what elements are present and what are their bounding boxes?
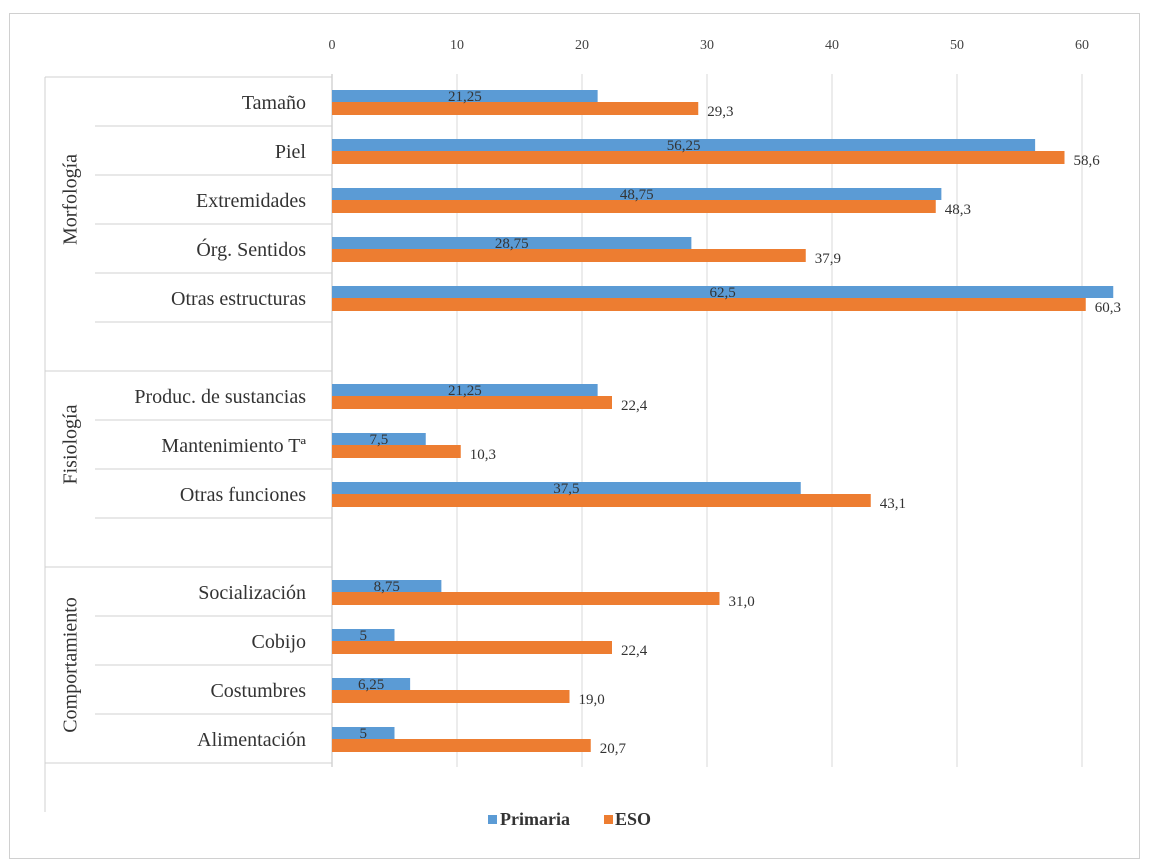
data-label-primaria: 62,5	[710, 285, 736, 301]
bar-eso	[332, 151, 1065, 164]
data-label-eso: 60,3	[1095, 300, 1121, 316]
data-label-primaria: 7,5	[370, 432, 389, 448]
legend-swatch-primaria	[488, 815, 497, 824]
bar-eso	[332, 592, 720, 605]
bar-primaria	[332, 433, 426, 445]
data-label-primaria: 5	[360, 628, 368, 644]
x-tick-label: 10	[450, 38, 464, 53]
category-label: Extremidades	[196, 190, 306, 212]
bar-primaria	[332, 90, 598, 102]
group-label: Comportamiento	[60, 597, 82, 733]
data-label-primaria: 56,25	[667, 138, 701, 154]
legend-label-primaria: Primaria	[500, 809, 570, 829]
bar-eso	[332, 494, 871, 507]
bar-primaria	[332, 188, 942, 200]
x-tick-label: 20	[575, 38, 589, 53]
bar-primaria	[332, 237, 692, 249]
bar-primaria	[332, 727, 395, 739]
category-label: Piel	[275, 141, 307, 163]
category-label: Órg. Sentidos	[196, 237, 306, 261]
bar-primaria	[332, 384, 598, 396]
data-label-eso: 19,0	[579, 692, 605, 708]
data-label-primaria: 48,75	[620, 187, 654, 203]
legend-label-eso: ESO	[615, 809, 651, 829]
category-label: Cobijo	[252, 631, 306, 653]
data-label-eso: 37,9	[815, 251, 841, 267]
data-label-eso: 22,4	[621, 643, 648, 659]
data-label-eso: 20,7	[600, 741, 627, 757]
bar-eso	[332, 298, 1086, 311]
bar-primaria	[332, 482, 801, 494]
data-label-primaria: 28,75	[495, 236, 529, 252]
x-tick-label: 30	[700, 38, 714, 53]
category-label: Produc. de sustancias	[134, 386, 306, 408]
bar-primaria	[332, 580, 442, 592]
data-label-eso: 29,3	[707, 104, 733, 120]
group-label: Morfología	[60, 154, 82, 245]
bar-eso	[332, 690, 570, 703]
bar-eso	[332, 396, 612, 409]
bar-eso	[332, 102, 699, 115]
bar-eso	[332, 739, 591, 752]
data-label-primaria: 8,75	[374, 579, 400, 595]
bar-primaria	[332, 286, 1114, 298]
data-label-primaria: 21,25	[448, 383, 482, 399]
data-label-eso: 22,4	[621, 398, 648, 414]
x-tick-label: 60	[1075, 38, 1089, 53]
category-label: Socialización	[198, 582, 306, 604]
x-tick-label: 50	[950, 38, 964, 53]
data-label-eso: 58,6	[1074, 153, 1101, 169]
x-tick-label: 0	[329, 38, 336, 53]
bar-eso	[332, 445, 461, 458]
data-label-primaria: 5	[360, 726, 368, 742]
category-label: Mantenimiento Tª	[161, 435, 306, 457]
category-label: Costumbres	[210, 680, 306, 702]
bar-eso	[332, 249, 806, 262]
data-label-eso: 10,3	[470, 447, 496, 463]
data-label-primaria: 6,25	[358, 677, 384, 693]
bar-primaria	[332, 678, 411, 690]
group-label: Fisiología	[60, 404, 82, 484]
bar-eso	[332, 641, 612, 654]
category-label: Otras funciones	[180, 484, 306, 506]
category-label: Tamaño	[242, 92, 306, 114]
data-label-eso: 43,1	[880, 496, 906, 512]
category-label: Alimentación	[197, 729, 306, 751]
data-label-primaria: 21,25	[448, 89, 482, 105]
category-label: Otras estructuras	[171, 288, 306, 310]
bar-primaria	[332, 629, 395, 641]
legend-swatch-eso	[604, 815, 613, 824]
bar-primaria	[332, 139, 1036, 151]
data-label-eso: 48,3	[945, 202, 971, 218]
x-tick-label: 40	[825, 38, 839, 53]
data-label-eso: 31,0	[729, 594, 755, 610]
bar-eso	[332, 200, 936, 213]
data-label-primaria: 37,5	[553, 481, 579, 497]
